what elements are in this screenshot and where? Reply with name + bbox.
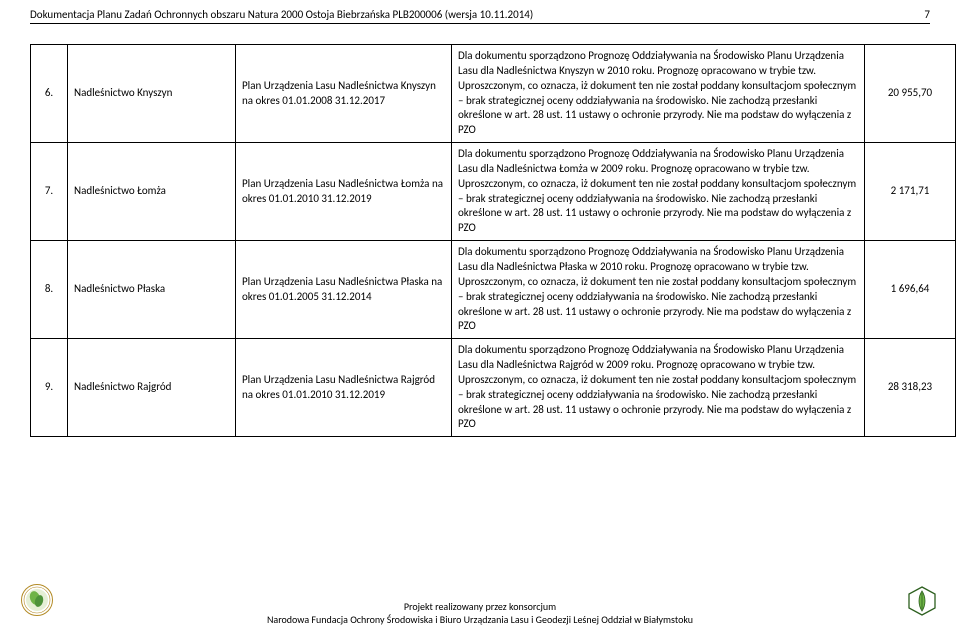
content-table: 6.Nadleśnictwo KnyszynPlan Urządzenia La… [30, 44, 956, 437]
row-plan: Plan Urządzenia Lasu Nadleśnictwa Płaska… [236, 241, 452, 339]
row-plan: Plan Urządzenia Lasu Nadleśnictwa Łomża … [236, 143, 452, 241]
table-row: 6.Nadleśnictwo KnyszynPlan Urządzenia La… [31, 45, 956, 143]
row-description: Dla dokumentu sporządzono Prognozę Oddzi… [452, 241, 865, 339]
footer-line1: Projekt realizowany przez konsorcjum [267, 601, 693, 614]
row-description: Dla dokumentu sporządzono Prognozę Oddzi… [452, 339, 865, 437]
table-row: 9.Nadleśnictwo RajgródPlan Urządzenia La… [31, 339, 956, 437]
footer-line2: Narodowa Fundacja Ochrony Środowiska i B… [267, 614, 693, 627]
row-value: 2 171,71 [865, 143, 956, 241]
row-number: 6. [31, 45, 68, 143]
page-footer: Projekt realizowany przez konsorcjum Nar… [0, 601, 960, 626]
header-title: Dokumentacja Planu Zadań Ochronnych obsz… [30, 8, 533, 21]
row-plan: Plan Urządzenia Lasu Nadleśnictwa Rajgró… [236, 339, 452, 437]
nfos-logo-icon [20, 583, 54, 620]
row-number: 9. [31, 339, 68, 437]
row-name: Nadleśnictwo Rajgród [68, 339, 236, 437]
row-value: 1 696,64 [865, 241, 956, 339]
row-number: 7. [31, 143, 68, 241]
row-plan: Plan Urządzenia Lasu Nadleśnictwa Knyszy… [236, 45, 452, 143]
row-description: Dla dokumentu sporządzono Prognozę Oddzi… [452, 143, 865, 241]
row-name: Nadleśnictwo Łomża [68, 143, 236, 241]
table-row: 7.Nadleśnictwo ŁomżaPlan Urządzenia Lasu… [31, 143, 956, 241]
row-name: Nadleśnictwo Płaska [68, 241, 236, 339]
row-value: 28 318,23 [865, 339, 956, 437]
table-row: 8.Nadleśnictwo PłaskaPlan Urządzenia Las… [31, 241, 956, 339]
bulgl-logo-icon [906, 585, 938, 620]
row-value: 20 955,70 [865, 45, 956, 143]
row-number: 8. [31, 241, 68, 339]
header-page-number: 7 [924, 8, 930, 21]
document-page: Dokumentacja Planu Zadań Ochronnych obsz… [0, 0, 960, 638]
row-name: Nadleśnictwo Knyszyn [68, 45, 236, 143]
row-description: Dla dokumentu sporządzono Prognozę Oddzi… [452, 45, 865, 143]
page-header: Dokumentacja Planu Zadań Ochronnych obsz… [30, 8, 930, 24]
